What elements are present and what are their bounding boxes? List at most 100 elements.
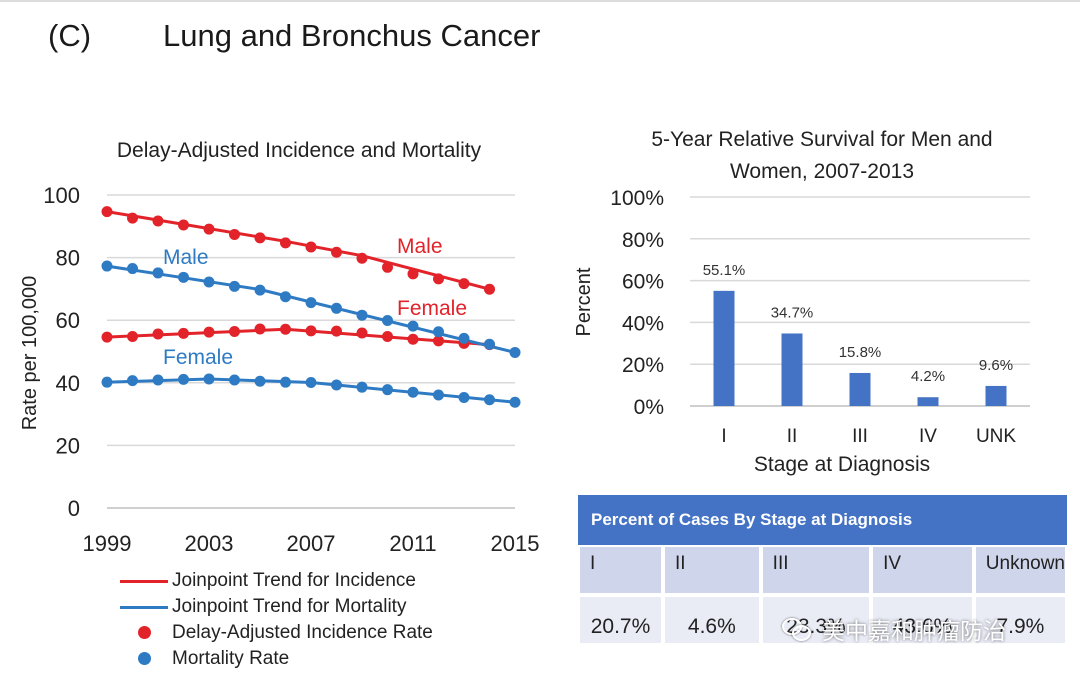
data-point-mortality-female — [101, 376, 113, 388]
legend-item-mortality-trend: Joinpoint Trend for Mortality — [120, 594, 433, 620]
data-point-mortality-female — [254, 375, 266, 387]
y-tick-label: 0 — [68, 496, 80, 521]
y-tick-label: 80 — [56, 246, 80, 271]
data-point-incidence-female — [127, 330, 138, 342]
y-tick-label: 60 — [56, 308, 80, 333]
data-point-incidence-male — [484, 283, 495, 295]
data-point-incidence-male — [203, 223, 215, 235]
y-tick-label: 20 — [56, 433, 80, 458]
line-chart-legend: Joinpoint Trend for Incidence Joinpoint … — [120, 568, 433, 672]
y-tick-label: 100% — [610, 187, 664, 210]
data-point-mortality-female — [484, 394, 495, 406]
data-point-mortality-male — [509, 346, 521, 358]
data-point-incidence-female — [356, 327, 368, 339]
table-cell: 43.6% — [871, 595, 974, 645]
x-tick-label: 2003 — [185, 531, 234, 556]
data-point-incidence-male — [178, 219, 189, 231]
y-tick-label: 0% — [634, 396, 664, 419]
data-point-incidence-female — [280, 323, 291, 335]
x-tick-label: 1999 — [83, 531, 132, 556]
legend-item-mortality-rate: Mortality Rate — [120, 646, 433, 672]
data-point-mortality-female — [229, 374, 240, 386]
line-chart-title: Delay-Adjusted Incidence and Mortality — [117, 139, 482, 162]
data-point-incidence-male — [458, 278, 470, 290]
figure-title: Lung and Bronchus Cancer — [163, 18, 541, 53]
data-point-incidence-male — [254, 232, 266, 244]
data-point-incidence-male — [433, 273, 444, 285]
data-point-incidence-male — [101, 206, 113, 218]
data-point-mortality-female — [509, 396, 521, 408]
data-point-mortality-female — [382, 384, 393, 396]
bar-ii — [781, 333, 803, 406]
data-point-incidence-male — [152, 215, 164, 227]
data-point-mortality-female — [203, 373, 215, 385]
annotation-incidence-male: Male — [397, 235, 443, 258]
x-tick-label: 2011 — [389, 531, 436, 556]
data-point-mortality-female — [433, 389, 444, 401]
bar-chart-title-line-2: Women, 2007-2013 — [730, 160, 914, 183]
table-title: Percent of Cases By Stage at Diagnosis — [578, 495, 1067, 545]
annotation-mortality-male: Male — [163, 246, 209, 269]
data-point-mortality-male — [433, 326, 444, 338]
data-point-mortality-male — [101, 260, 113, 272]
stage-cases-table: Percent of Cases By Stage at Diagnosis I… — [578, 495, 1067, 645]
trend-line-incidence-male — [106, 210, 490, 291]
data-point-incidence-male — [229, 228, 240, 240]
panel-label: (C) — [48, 18, 92, 53]
legend-item-incidence-trend: Joinpoint Trend for Incidence — [120, 568, 433, 594]
data-point-incidence-male — [407, 268, 419, 280]
data-point-mortality-male — [458, 332, 470, 344]
data-point-incidence-female — [229, 325, 240, 337]
legend-red-dot-icon — [138, 626, 151, 639]
data-point-incidence-female — [331, 325, 342, 337]
x-tick-label: 2015 — [491, 531, 540, 556]
bar-chart-ylabel: Percent — [573, 267, 595, 336]
watermark-text: 美中嘉和肿瘤防治 — [822, 618, 1006, 644]
data-point-mortality-female — [127, 375, 138, 387]
data-point-incidence-female — [305, 325, 317, 337]
legend-item-incidence-rate: Delay-Adjusted Incidence Rate — [120, 620, 433, 646]
x-tick-label: III — [852, 426, 868, 447]
y-tick-label: 80% — [622, 229, 664, 252]
bar-iii — [849, 372, 871, 406]
table-cell: 4.6% — [663, 595, 761, 645]
legend-blue-line-icon — [120, 606, 168, 609]
data-point-incidence-female — [203, 326, 215, 338]
table-cell: 20.7% — [578, 595, 664, 645]
data-point-incidence-female — [254, 323, 266, 335]
data-point-mortality-female — [178, 373, 189, 385]
wechat-icon — [782, 616, 812, 642]
table-cell: 7.9% — [973, 595, 1067, 645]
data-point-incidence-female — [101, 331, 113, 343]
data-point-incidence-male — [331, 246, 342, 258]
data-point-mortality-female — [305, 376, 317, 388]
y-tick-label: 40% — [622, 312, 664, 335]
y-tick-label: 40 — [56, 371, 80, 396]
annotation-mortality-female: Female — [163, 346, 233, 369]
data-point-incidence-male — [127, 212, 138, 224]
data-point-mortality-female — [152, 374, 164, 386]
data-point-mortality-male — [127, 263, 138, 275]
bar-data-label: 4.2% — [911, 368, 945, 385]
top-border — [0, 0, 1080, 2]
x-tick-label: I — [721, 426, 726, 447]
table-col-header: I — [578, 545, 664, 595]
data-point-incidence-male — [382, 261, 393, 273]
x-tick-label: II — [787, 426, 798, 447]
data-point-incidence-male — [280, 237, 291, 249]
watermark: 美中嘉和肿瘤防治 — [782, 612, 1006, 646]
data-point-mortality-female — [331, 379, 342, 391]
bar-i — [713, 290, 735, 406]
data-point-incidence-male — [305, 241, 317, 253]
data-point-mortality-female — [280, 376, 291, 388]
data-point-mortality-male — [305, 297, 317, 309]
data-point-mortality-male — [484, 338, 495, 350]
data-point-mortality-male — [254, 284, 266, 296]
y-tick-label: 60% — [622, 271, 664, 294]
data-point-mortality-male — [382, 315, 393, 327]
table-col-header: IV — [871, 545, 974, 595]
x-tick-label: 2007 — [287, 531, 336, 556]
data-point-mortality-male — [331, 302, 342, 314]
